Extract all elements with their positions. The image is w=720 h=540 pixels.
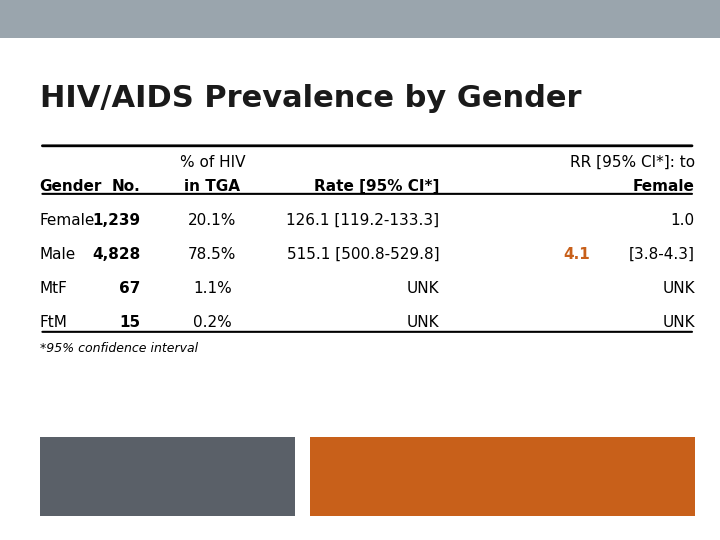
Text: 126.1 [119.2-133.3]: 126.1 [119.2-133.3] — [286, 213, 439, 228]
Text: No.: No. — [112, 179, 140, 194]
Text: 4.1: 4.1 — [563, 247, 590, 262]
Text: Gender: Gender — [40, 179, 102, 194]
Text: RR [95% CI*]: to: RR [95% CI*]: to — [570, 155, 695, 170]
Text: in TGA: in TGA — [184, 179, 240, 194]
Text: UNK: UNK — [662, 315, 695, 330]
Text: UNK: UNK — [407, 281, 439, 296]
Text: FtM: FtM — [40, 315, 68, 330]
Text: [3.8-4.3]: [3.8-4.3] — [629, 247, 695, 262]
Text: Female: Female — [40, 213, 95, 228]
Text: Female: Female — [633, 179, 695, 194]
Text: 515.1 [500.8-529.8]: 515.1 [500.8-529.8] — [287, 247, 439, 262]
Text: HIV/AIDS Prevalence by Gender: HIV/AIDS Prevalence by Gender — [40, 84, 581, 113]
Text: 1,239: 1,239 — [92, 213, 140, 228]
Text: HIV prevalence among the TGA’s
men was about 4 times that found
among women: HIV prevalence among the TGA’s men was a… — [354, 451, 650, 502]
Text: Male: Male — [40, 247, 76, 262]
Text: 67: 67 — [119, 281, 140, 296]
Text: UNK: UNK — [407, 315, 439, 330]
Text: % of HIV: % of HIV — [180, 155, 245, 170]
Text: 4,828: 4,828 — [92, 247, 140, 262]
Text: 1.1%: 1.1% — [193, 281, 232, 296]
Text: 0.2%: 0.2% — [193, 315, 232, 330]
Text: UNK: UNK — [662, 281, 695, 296]
Text: 15: 15 — [120, 315, 140, 330]
Text: 78.5%: 78.5% — [188, 247, 237, 262]
Text: MtF: MtF — [40, 281, 68, 296]
Text: 20.1%: 20.1% — [188, 213, 237, 228]
Text: 1.0: 1.0 — [670, 213, 695, 228]
Text: Rate [95% CI*]: Rate [95% CI*] — [314, 179, 439, 194]
Text: No significant change by gender
between 2017 to 2018: No significant change by gender between … — [28, 460, 307, 492]
Text: *95% confidence interval: *95% confidence interval — [40, 342, 198, 355]
